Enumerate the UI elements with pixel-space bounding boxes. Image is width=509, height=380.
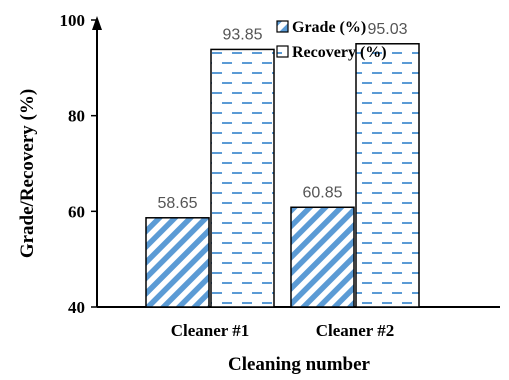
y-tick-label: 80 <box>68 107 85 126</box>
y-tick-label: 100 <box>60 11 86 30</box>
legend-label-recovery: Recovery (%) <box>292 44 387 61</box>
data-label: 58.65 <box>157 195 197 212</box>
data-label: 93.85 <box>222 26 262 43</box>
legend-swatch-grade <box>276 20 289 33</box>
grade-bar <box>290 206 355 308</box>
recovery-bar <box>355 43 420 308</box>
y-axis-arrow <box>92 16 102 30</box>
y-axis-title: Grade/Recovery (%) <box>17 89 38 258</box>
x-tick-label: Cleaner #2 <box>316 321 395 340</box>
legend-swatch-recovery <box>276 45 289 58</box>
data-label: 60.85 <box>302 184 342 201</box>
x-axis-title: Cleaning number <box>228 354 371 375</box>
legend-label-grade: Grade (%) <box>292 19 366 36</box>
y-tick-label: 40 <box>68 298 85 317</box>
data-label: 95.03 <box>367 21 407 38</box>
recovery-bar <box>210 48 275 308</box>
grade-bar <box>145 217 210 308</box>
x-tick-label: Cleaner #1 <box>171 321 250 340</box>
y-tick-label: 60 <box>68 202 85 221</box>
